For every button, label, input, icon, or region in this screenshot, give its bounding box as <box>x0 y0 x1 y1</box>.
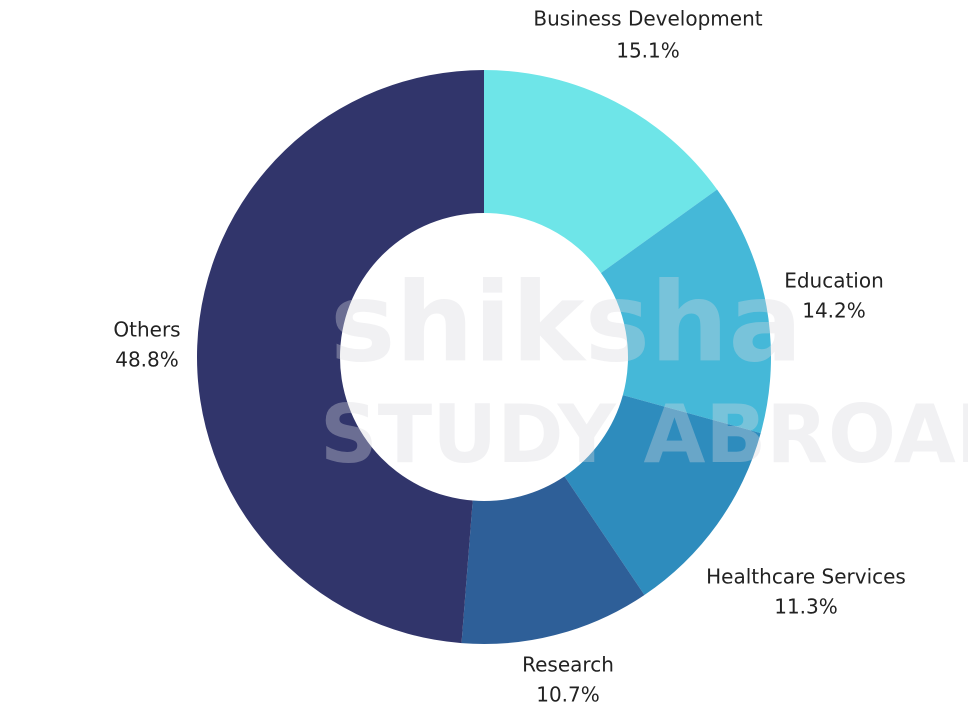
donut-slice <box>461 476 645 645</box>
slice-value-label: 14.2% <box>802 299 866 323</box>
slice-label: Healthcare Services <box>706 565 906 589</box>
donut-slice <box>196 70 485 644</box>
slice-value-label: 11.3% <box>774 595 838 619</box>
slice-label: Business Development <box>533 7 762 31</box>
donut-slice <box>600 189 772 434</box>
slice-label: Others <box>113 318 180 342</box>
donut-slice <box>484 70 718 273</box>
slices <box>196 70 772 645</box>
slice-value-label: 48.8% <box>115 348 179 372</box>
slice-value-label: 10.7% <box>536 683 600 707</box>
slice-label: Research <box>522 653 614 677</box>
watermark: shiksha <box>330 258 803 386</box>
slice-value-label: 15.1% <box>616 39 680 63</box>
donut-slice <box>564 395 761 595</box>
slice-label: Education <box>784 269 884 293</box>
watermark: STUDY ABROAD <box>320 388 968 481</box>
